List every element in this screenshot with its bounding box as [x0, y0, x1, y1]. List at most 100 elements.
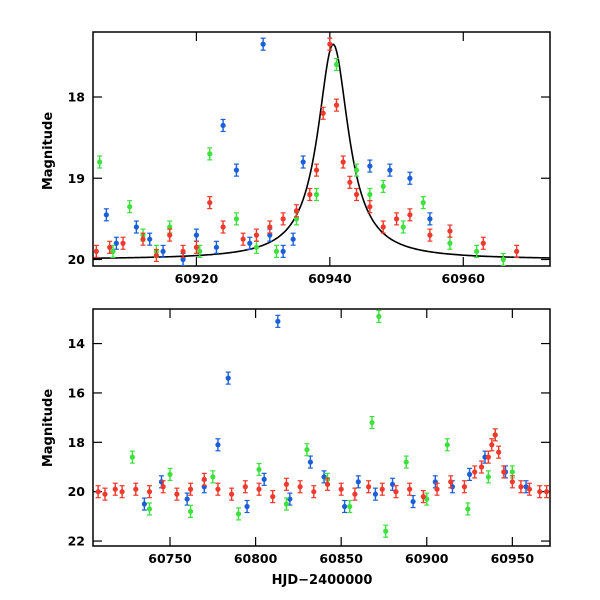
data-point	[300, 155, 306, 169]
data-point	[400, 220, 406, 234]
data-point	[427, 228, 433, 242]
data-point	[213, 240, 220, 254]
data-point	[97, 155, 103, 169]
data-point	[229, 487, 235, 501]
data-point	[180, 244, 186, 258]
data-point	[526, 482, 533, 496]
data-point	[256, 482, 262, 496]
data-point	[290, 232, 296, 246]
data-point	[313, 187, 320, 202]
data-point	[338, 482, 344, 496]
data-point	[210, 470, 216, 484]
data-point	[407, 482, 413, 496]
data-point	[333, 57, 340, 72]
data-point	[407, 208, 413, 222]
data-point	[283, 477, 290, 491]
x-tick-label: 60960	[442, 271, 486, 286]
data-point	[324, 477, 331, 491]
x-tick-label: 60800	[234, 551, 278, 566]
data-point	[307, 187, 313, 202]
bottom-x-axis-label: HJD−2400000	[272, 573, 373, 588]
data-point	[256, 462, 262, 477]
x-tick-label: 60900	[405, 551, 449, 566]
data-point	[207, 196, 213, 210]
data-point	[270, 490, 276, 504]
data-point	[347, 175, 353, 189]
data-point	[353, 163, 360, 177]
data-point	[407, 171, 413, 185]
data-point	[133, 482, 139, 496]
data-point	[260, 37, 266, 51]
data-point	[287, 492, 293, 506]
data-point	[447, 236, 453, 250]
data-point	[273, 244, 280, 258]
y-tick-label: 18	[68, 90, 85, 105]
data-point	[387, 163, 393, 177]
data-point	[187, 482, 194, 496]
y-tick-label: 19	[68, 171, 85, 186]
data-point	[447, 224, 453, 238]
data-point	[146, 502, 153, 516]
y-tick-label: 18	[68, 435, 85, 450]
data-point	[537, 485, 543, 499]
data-point	[215, 482, 221, 496]
data-point	[466, 467, 473, 482]
data-point	[103, 208, 109, 222]
data-point	[380, 179, 386, 193]
data-point	[193, 240, 200, 254]
data-point	[267, 220, 273, 234]
data-point	[93, 244, 99, 258]
data-point	[489, 438, 495, 452]
data-point	[403, 455, 409, 469]
data-point	[514, 244, 520, 258]
data-point	[393, 212, 400, 226]
data-point	[102, 487, 108, 501]
data-point	[113, 236, 119, 250]
data-point	[215, 438, 221, 452]
y-tick-label: 16	[68, 385, 86, 400]
data-point	[367, 187, 373, 202]
x-tick-label: 60920	[175, 271, 219, 286]
data-point	[160, 480, 166, 494]
data-point	[244, 499, 250, 514]
data-point	[95, 485, 101, 499]
data-point	[369, 415, 375, 430]
data-point	[112, 482, 118, 496]
data-point	[307, 455, 313, 469]
data-point	[420, 196, 426, 210]
data-point	[127, 200, 133, 214]
data-point	[461, 480, 468, 494]
data-point	[220, 118, 226, 133]
data-point	[174, 487, 180, 501]
data-point	[261, 472, 267, 486]
data-point	[355, 475, 361, 489]
data-point	[465, 502, 471, 516]
data-point	[193, 228, 200, 242]
data-point	[327, 37, 333, 51]
data-point	[140, 232, 146, 246]
model-curve	[93, 43, 550, 260]
data-point	[365, 480, 372, 494]
data-point	[293, 204, 300, 218]
data-point	[107, 240, 113, 254]
data-point	[480, 236, 486, 250]
data-point	[389, 477, 396, 491]
data-point	[242, 480, 248, 494]
y-tick-label: 22	[68, 534, 85, 549]
plot-frame	[92, 308, 551, 547]
data-point	[240, 232, 246, 246]
plot-frame	[92, 31, 551, 267]
y-tick-label: 20	[68, 484, 86, 499]
data-point	[472, 465, 478, 479]
data-point	[333, 98, 340, 112]
data-point	[120, 236, 126, 250]
data-point	[313, 163, 320, 177]
plot-area	[95, 309, 550, 538]
data-point	[485, 470, 491, 484]
data-point	[129, 450, 135, 464]
data-point	[253, 240, 260, 254]
data-point	[280, 244, 286, 258]
x-tick-label: 60750	[148, 551, 192, 566]
data-point	[444, 438, 450, 452]
